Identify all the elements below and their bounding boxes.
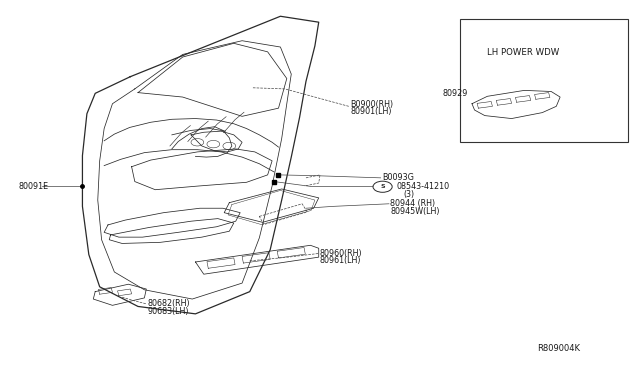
- Text: 90683(LH): 90683(LH): [148, 307, 189, 316]
- Bar: [461, 19, 628, 141]
- Text: 80091E: 80091E: [19, 182, 49, 191]
- Text: 80929: 80929: [443, 89, 468, 98]
- Text: 08543-41210: 08543-41210: [397, 182, 450, 191]
- Text: B0900(RH): B0900(RH): [351, 100, 394, 109]
- Text: B0093G: B0093G: [383, 173, 415, 182]
- Text: 80945W(LH): 80945W(LH): [390, 207, 440, 216]
- Text: 80682(RH): 80682(RH): [148, 299, 190, 308]
- Text: LH POWER WDW: LH POWER WDW: [487, 48, 559, 57]
- Text: 80960(RH): 80960(RH): [320, 249, 363, 258]
- Text: (3): (3): [403, 190, 414, 199]
- Text: 80961(LH): 80961(LH): [320, 256, 362, 265]
- Text: 80901(LH): 80901(LH): [351, 108, 392, 116]
- Text: 80944 (RH): 80944 (RH): [390, 199, 435, 208]
- Text: S: S: [380, 184, 385, 189]
- Text: R809004K: R809004K: [537, 344, 580, 353]
